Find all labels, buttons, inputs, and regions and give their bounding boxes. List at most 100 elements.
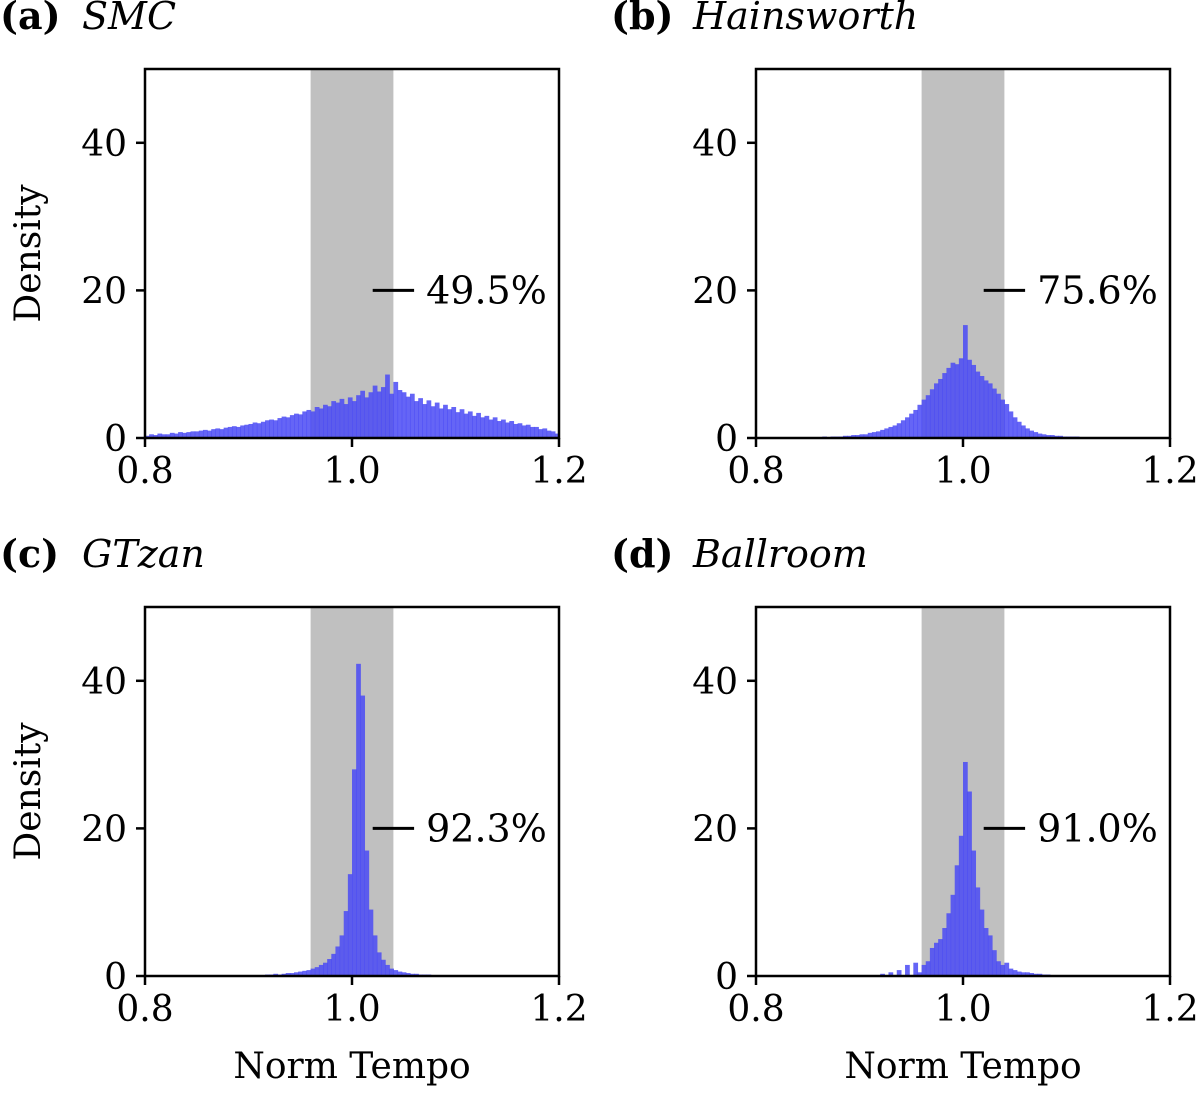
histogram-bar <box>372 385 378 438</box>
histogram-bar <box>248 423 254 438</box>
percentage-label: 49.5% <box>426 268 547 312</box>
histogram-bar <box>252 422 258 438</box>
histogram-bar <box>517 423 523 438</box>
histogram-bar <box>1020 972 1026 976</box>
histogram-bar <box>389 968 394 976</box>
histogram-bar <box>501 419 506 438</box>
histogram-bar <box>182 432 187 438</box>
histogram-bar <box>867 432 873 438</box>
histogram-bar <box>913 409 919 438</box>
histogram-bar <box>306 970 312 976</box>
y-tick-label: 40 <box>692 124 738 165</box>
histogram-bar <box>430 406 436 438</box>
histogram-bar <box>401 972 407 976</box>
histogram-bar <box>1049 435 1055 438</box>
histogram-bar <box>925 395 931 438</box>
histogram-bar <box>934 383 939 438</box>
histogram-bar <box>447 409 452 438</box>
histogram-bar <box>397 971 403 976</box>
histogram-bar <box>285 417 291 438</box>
x-tick-label: 1.0 <box>323 451 380 492</box>
y-axis-label: Density <box>8 184 49 323</box>
histogram-bar <box>269 419 274 438</box>
shaded-band <box>310 69 394 438</box>
histogram-bar <box>1033 432 1039 438</box>
histogram-bar <box>397 390 403 438</box>
histogram-bar <box>521 425 527 438</box>
histogram-bar <box>376 952 382 976</box>
histogram-bar <box>888 972 894 976</box>
histogram-bar <box>996 961 1001 976</box>
histogram-bar <box>157 433 163 438</box>
histogram-bar <box>202 429 208 438</box>
histogram-bar <box>178 432 183 438</box>
histogram-bar <box>294 413 299 438</box>
histogram-bar <box>459 409 465 438</box>
histogram-bar <box>484 415 490 438</box>
histogram-bar <box>401 392 407 438</box>
x-tick-label: 1.0 <box>934 451 991 492</box>
histogram-bar <box>393 381 399 438</box>
panel-title: SMC <box>82 0 176 38</box>
histogram-bar <box>347 397 353 438</box>
histogram-bar <box>987 383 993 438</box>
histogram-bar <box>1029 973 1034 976</box>
histogram-bar <box>426 400 432 438</box>
histogram-bar <box>1016 421 1022 438</box>
histogram-bar <box>921 964 927 976</box>
histogram-bar <box>963 325 968 438</box>
histogram-bar <box>227 426 233 438</box>
histogram-bar <box>360 390 366 438</box>
y-tick-label: 0 <box>104 957 127 998</box>
histogram-bar <box>954 865 960 976</box>
histogram-bar <box>534 426 539 438</box>
histogram-bar <box>343 404 349 438</box>
histogram-bar <box>942 373 948 438</box>
x-tick-label: 1.0 <box>323 989 380 1030</box>
histogram-bar <box>946 367 952 438</box>
histogram-bar <box>281 416 287 438</box>
histogram-bar <box>455 412 461 438</box>
histogram-bar <box>905 417 910 438</box>
x-tick-label: 0.8 <box>116 989 173 1030</box>
histogram-bar <box>876 431 881 438</box>
histogram-bar <box>434 402 440 438</box>
histogram-bar <box>983 928 989 976</box>
histogram-bar <box>161 434 167 438</box>
histogram-bar <box>418 398 423 438</box>
chart-panel-1: 49.5% 0.8 1.0 1.2 0 20 40 (a) SMC Density <box>0 0 588 492</box>
histogram-bar <box>289 973 295 976</box>
histogram-bar <box>1004 962 1010 976</box>
x-tick-label: 1.2 <box>1141 989 1198 1030</box>
histogram-bar <box>1008 968 1014 976</box>
histogram-bar <box>389 393 394 438</box>
histogram-bar <box>546 430 552 438</box>
histogram-bar <box>950 894 956 976</box>
histogram-bar <box>1000 399 1005 438</box>
histogram-bar <box>153 435 159 438</box>
histogram-bar <box>979 909 985 976</box>
histogram-bar <box>859 434 865 438</box>
histogram-bar <box>318 408 324 438</box>
histogram-bar <box>207 430 212 438</box>
percentage-label: 92.3% <box>426 806 547 850</box>
histogram-bar <box>530 426 535 438</box>
histogram-bar <box>975 887 981 976</box>
histogram-bar <box>364 397 370 438</box>
y-tick-label: 20 <box>692 809 738 850</box>
x-tick-label: 1.2 <box>1141 451 1198 492</box>
histogram-bar <box>380 959 386 976</box>
histogram-bar <box>323 962 328 976</box>
histogram-bar <box>211 429 216 438</box>
histogram-bar <box>1000 964 1005 976</box>
histogram-bar <box>921 399 927 438</box>
histogram-bar <box>451 407 457 438</box>
histogram-bar <box>422 404 428 438</box>
histogram-bar <box>289 415 295 438</box>
histogram-bar <box>414 401 419 438</box>
histogram-bar <box>909 413 914 438</box>
histogram-bar <box>1016 971 1022 976</box>
histogram-bar <box>240 425 245 438</box>
histogram-bar <box>888 426 894 438</box>
